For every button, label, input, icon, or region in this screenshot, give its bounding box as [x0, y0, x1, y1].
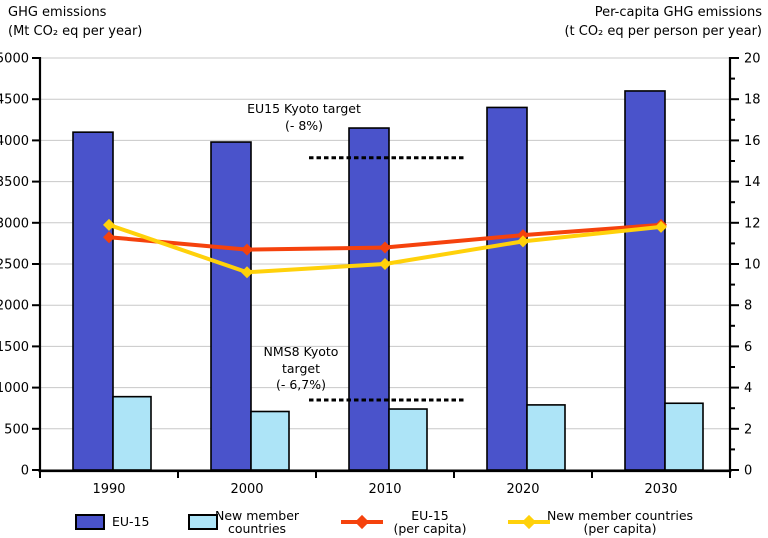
left-axis-tick-label-4000: 4000: [0, 134, 29, 149]
right-axis-tick-label-10: 10: [744, 258, 761, 273]
left-axis-tick-label-3500: 3500: [0, 175, 29, 190]
annotation-line: target: [281, 360, 321, 376]
right-axis-tick-label-8: 8: [744, 299, 752, 314]
right-axis-tick-label-20: 20: [744, 52, 761, 67]
legend-bar-swatch: [75, 514, 105, 530]
left-axis-tick-label-2000: 2000: [0, 299, 29, 314]
left-axis-tick-label-4500: 4500: [0, 93, 29, 108]
left-axis-tick-label-3000: 3000: [0, 216, 29, 231]
left-axis-title-line1: GHG emissions: [8, 5, 107, 20]
legend-label-line: EU-15: [411, 508, 449, 523]
annotation-line: (- 8%): [284, 117, 324, 133]
x-axis-label-1990: 1990: [92, 482, 125, 497]
legend-label-line: countries: [227, 520, 287, 536]
left-axis-tick-label-1500: 1500: [0, 340, 29, 355]
marker-eu15-2010: [379, 241, 391, 254]
annotation-line: (- 6,7%): [275, 377, 326, 392]
legend-diamond-marker: [354, 514, 370, 530]
bar-eu15-2010: [348, 127, 390, 471]
right-axis-tick-label-14: 14: [744, 175, 761, 190]
bar-nms-2030: [664, 402, 704, 471]
bar-eu15-2020: [486, 106, 528, 471]
marker-nms-2010: [379, 258, 391, 270]
right-axis-tick-label-4: 4: [744, 381, 752, 396]
right-axis-tick-label-2: 2: [744, 422, 752, 437]
marker-eu15-2020: [517, 229, 529, 242]
right-axis-title-line2: (t CO₂ eq per person per year): [564, 24, 762, 39]
bar-nms-2020: [526, 404, 566, 471]
legend-bar-swatch: [188, 514, 218, 530]
bar-eu15-2000: [210, 141, 252, 471]
left-axis-tick-label-1000: 1000: [0, 381, 29, 396]
marker-eu15-2000: [241, 243, 253, 256]
marker-eu15-1990: [103, 231, 115, 244]
legend-label: EU-15 (per capita): [393, 508, 467, 536]
annotation-nms8-kyoto-target: NMS8 Kyoto target (- 6,7%): [264, 344, 339, 394]
annotation-line: EU15 Kyoto target: [247, 101, 361, 116]
legend-diamond-marker: [521, 514, 537, 530]
right-axis-tick-label-0: 0: [744, 464, 752, 479]
x-axis-label-2030: 2030: [644, 482, 677, 497]
legend-label-line: (per capita): [583, 520, 657, 536]
legend-label: New member countries (per capita): [546, 508, 694, 536]
bar-nms-2010: [388, 408, 428, 471]
marker-nms-2020: [517, 235, 529, 248]
left-axis-tick-label-2500: 2500: [0, 258, 29, 273]
bar-nms-1990: [112, 395, 152, 471]
legend: EU-15 New member countries EU-15 (per capita…: [0, 500, 768, 538]
legend-label-line: New member: [214, 508, 300, 523]
right-axis-tick-label-6: 6: [744, 340, 752, 355]
marker-nms-2000: [241, 266, 253, 279]
left-axis-title: GHG emissions (Mt CO₂ eq per year): [8, 3, 142, 41]
marker-nms-1990: [103, 218, 115, 231]
legend-label-line: (per capita): [393, 520, 467, 536]
legend-label-line: EU-15: [112, 514, 150, 529]
right-axis-tick-label-16: 16: [744, 134, 761, 149]
annotation-line: NMS8 Kyoto: [263, 344, 339, 359]
left-axis-tick-label-500: 500: [4, 422, 29, 437]
left-axis-title-line2: (Mt CO₂ eq per year): [8, 24, 143, 39]
legend-label-line: New member countries: [546, 508, 694, 523]
right-axis-title-line1: Per-capita GHG emissions: [594, 5, 762, 20]
right-axis-tick-label-18: 18: [744, 93, 761, 108]
legend-label: New member countries: [214, 508, 300, 536]
left-axis-tick-label-5000: 5000: [0, 52, 29, 67]
annotation-eu15-kyoto-target: EU15 Kyoto target (- 8%): [247, 101, 361, 134]
x-axis-label-2000: 2000: [230, 482, 263, 497]
marker-nms-2030: [655, 220, 667, 233]
legend-label: EU-15: [112, 514, 150, 529]
right-axis-tick-label-12: 12: [744, 216, 761, 231]
right-axis-title: Per-capita GHG emissions (t CO₂ eq per p…: [564, 3, 762, 41]
x-axis-label-2010: 2010: [368, 482, 401, 497]
left-axis-tick-label-0: 0: [21, 464, 29, 479]
bar-eu15-1990: [72, 131, 114, 471]
x-axis-label-2020: 2020: [506, 482, 539, 497]
bar-eu15-2030: [624, 90, 666, 471]
bar-nms-2000: [250, 410, 290, 471]
